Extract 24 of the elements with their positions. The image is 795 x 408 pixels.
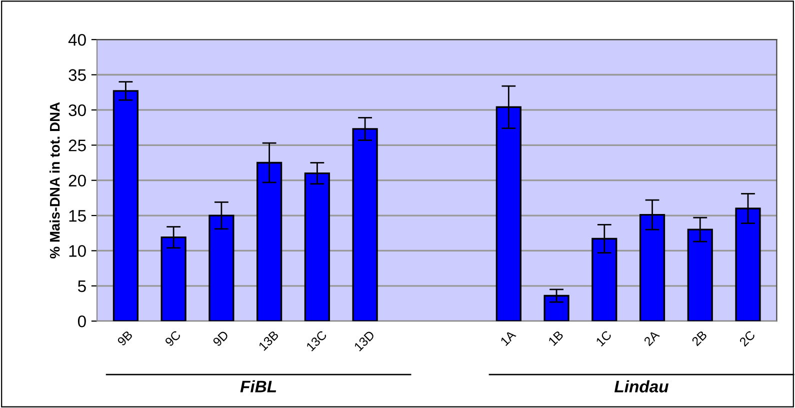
text: FiBL	[240, 380, 276, 392]
x-tick-label: 2A	[643, 330, 660, 346]
y-tick-label: 15	[69, 210, 86, 222]
x-tick-label: 9C	[164, 330, 182, 347]
x-tick-label: 13B	[258, 330, 280, 351]
x-tick-label: 13C	[306, 330, 328, 352]
x-tick-label: 1C	[596, 330, 612, 347]
y-tick-label: 25	[68, 140, 86, 152]
y-axis-title: % Mais-DNA in tot. DNA	[50, 102, 60, 258]
x-tick-label: 2C	[738, 330, 756, 347]
x-tick-label: 2B	[691, 330, 708, 346]
y-tick-label: 40	[68, 34, 86, 46]
y-tick-label: 10	[69, 245, 86, 257]
x-tick-label: 9B	[116, 330, 134, 346]
y-tick-label: 0	[78, 315, 86, 328]
text: Lindau	[614, 380, 669, 392]
y-tick-label: 20	[68, 174, 86, 187]
y-tick-label: 35	[68, 69, 86, 81]
x-tick-label: 1B	[548, 330, 564, 346]
y-tick-label: 5	[78, 280, 86, 292]
x-tick-label: 13D	[354, 330, 376, 352]
x-tick-label: 9D	[212, 330, 230, 347]
x-tick-label: 1A	[500, 330, 516, 346]
y-tick-label: 30	[68, 104, 86, 116]
